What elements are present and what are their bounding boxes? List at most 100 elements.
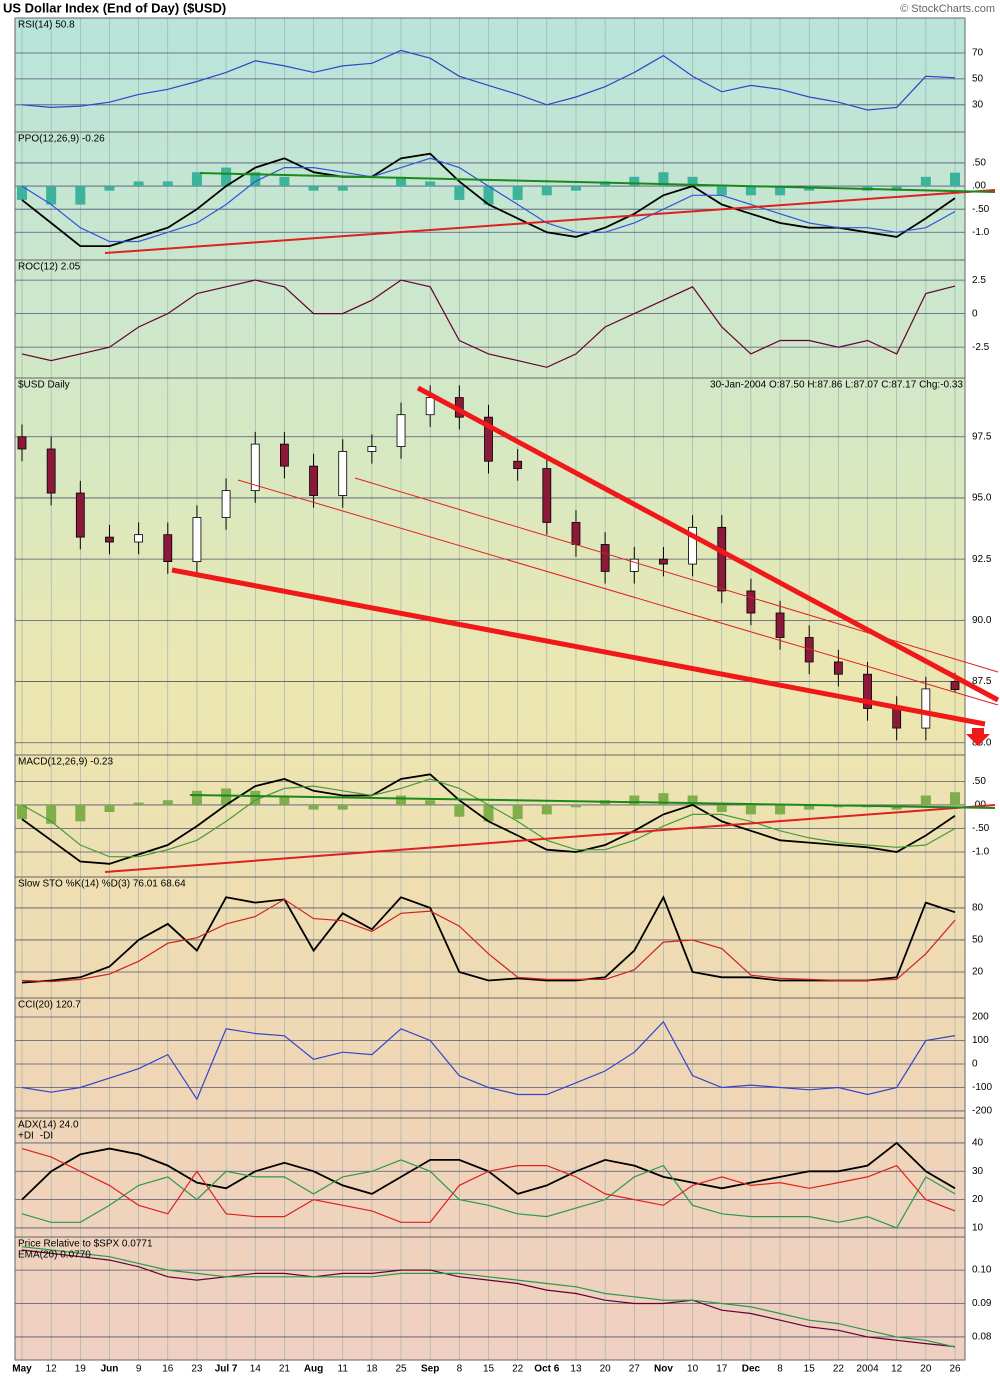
- candle-body: [863, 673, 872, 709]
- x-tick-label: Aug: [304, 1364, 323, 1375]
- panel-title: $USD Daily: [18, 380, 70, 391]
- y-tick-label: 50: [972, 935, 984, 946]
- histogram-bar: [745, 804, 756, 815]
- arrow: [966, 728, 990, 746]
- x-tick-label: 22: [512, 1364, 524, 1375]
- candle-body: [659, 558, 668, 565]
- series-line: [21, 1159, 956, 1229]
- series-line: [21, 152, 956, 247]
- candle-body: [309, 465, 318, 496]
- histogram-bar: [308, 804, 319, 810]
- y-tick-label: .00: [972, 800, 986, 811]
- histogram-bar: [425, 800, 436, 805]
- series-line: [21, 773, 956, 865]
- candle-body: [46, 448, 56, 494]
- y-tick-label: 92.5: [972, 554, 992, 565]
- trend-lines: [104, 172, 1000, 873]
- y-tick-label: 0: [972, 308, 978, 319]
- histogram-bar: [454, 804, 465, 817]
- plot-background: [15, 18, 965, 1360]
- trend-line: [171, 567, 986, 727]
- panel-subtitle: 30-Jan-2004 O:87.50 H:87.86 L:87.07 C:87…: [710, 380, 963, 391]
- x-tick-label: 20: [920, 1364, 932, 1375]
- histogram-bar: [512, 804, 523, 820]
- histogram-bar: [425, 181, 436, 187]
- candle-body: [571, 522, 581, 545]
- x-tick-label: Nov: [654, 1364, 673, 1375]
- candle-body: [280, 443, 289, 467]
- legend-entry: +DI: [18, 1131, 34, 1142]
- histogram-bar: [687, 795, 698, 805]
- candle-body: [600, 544, 610, 572]
- histogram-bar: [629, 176, 640, 187]
- trend-line: [199, 172, 996, 193]
- x-tick-label: 15: [804, 1364, 816, 1375]
- y-tick-label: 97.5: [972, 431, 992, 442]
- histogram-bar: [17, 804, 27, 820]
- y-tick-label: 20: [972, 967, 984, 978]
- y-tick-label: 87.5: [972, 676, 992, 687]
- x-tick-label: 14: [250, 1364, 262, 1375]
- series-line: [21, 1246, 956, 1348]
- candle-body: [950, 681, 960, 691]
- candle-body: [338, 451, 348, 496]
- series-line: [21, 898, 956, 983]
- y-tick-label: 0.08: [972, 1332, 992, 1343]
- candle-body: [513, 460, 523, 469]
- histogram-bar: [279, 795, 290, 805]
- series-line: [21, 1148, 956, 1223]
- histogram-bar: [162, 800, 173, 805]
- trend-line: [104, 189, 996, 254]
- panel-title: ADX(14) 24.0: [18, 1120, 79, 1131]
- candle-body: [629, 558, 639, 572]
- histogram-bar: [483, 804, 494, 822]
- candle-body: [542, 468, 552, 523]
- candle-body: [921, 688, 931, 729]
- histogram-bar: [600, 181, 611, 187]
- trend-line: [104, 804, 996, 873]
- histogram-bar: [716, 186, 727, 196]
- histogram-bar: [804, 804, 815, 810]
- y-tick-label: 95.0: [972, 493, 992, 504]
- page-title: US Dollar Index (End of Day) ($USD): [3, 0, 226, 15]
- histogram-bar: [629, 795, 640, 805]
- y-tick-label: -1.0: [972, 227, 990, 238]
- y-tick-label: 20: [972, 1194, 984, 1205]
- histogram-bar: [658, 793, 669, 805]
- series-line: [21, 895, 956, 984]
- histogram-bar: [337, 804, 348, 810]
- y-tick-label: 30: [972, 99, 984, 110]
- y-tick-label: 80: [972, 903, 984, 914]
- x-tick-label: 8: [777, 1364, 783, 1375]
- x-tick-label: 17: [716, 1364, 728, 1375]
- x-tick-label: 22: [833, 1364, 845, 1375]
- trend-line: [416, 385, 1000, 703]
- x-tick-label: 16: [162, 1364, 174, 1375]
- y-tick-label: 85.0: [972, 737, 992, 748]
- x-tick-label: Oct 6: [534, 1364, 559, 1375]
- candle-body: [892, 708, 902, 729]
- y-tick-label: 0.09: [972, 1298, 992, 1309]
- histogram-bar: [396, 795, 407, 805]
- candle-body: [192, 517, 202, 563]
- y-tick-label: 10: [972, 1223, 984, 1234]
- histogram-bar: [920, 795, 931, 805]
- candle-body: [163, 534, 173, 563]
- candle-body: [484, 416, 493, 462]
- x-tick-label: 13: [570, 1364, 582, 1375]
- histogram-bar: [891, 186, 902, 191]
- histogram-bar: [483, 186, 494, 205]
- series-line: [21, 1020, 956, 1101]
- histogram-bar: [950, 172, 960, 187]
- legend-entry: EMA(20) 0.0770: [18, 1250, 91, 1261]
- x-tick-label: 21: [279, 1364, 291, 1375]
- panel-frame: [14, 1236, 966, 1361]
- histogram-bar: [104, 186, 115, 191]
- candle-body: [688, 526, 697, 565]
- y-tick-label: 70: [972, 48, 984, 59]
- x-tick-label: 18: [366, 1364, 378, 1375]
- histogram-bar: [337, 186, 348, 191]
- candle-body: [367, 446, 377, 452]
- y-tick-label: 50: [972, 74, 984, 85]
